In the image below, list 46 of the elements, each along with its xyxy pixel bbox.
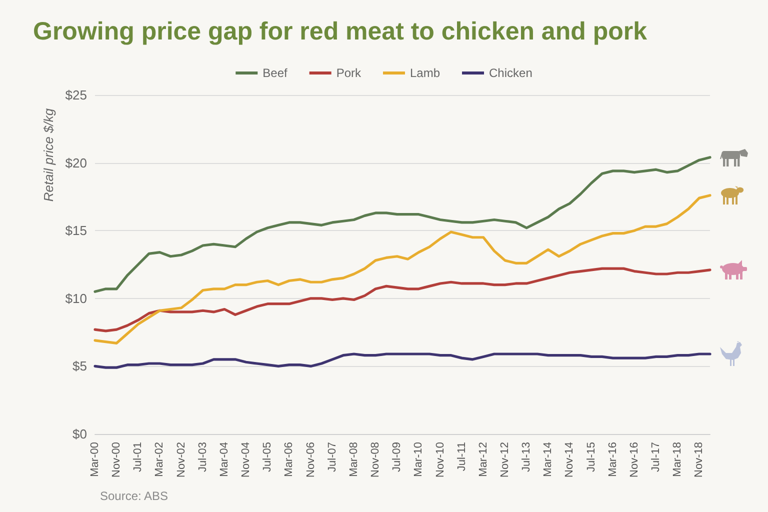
- x-tick-label: Jul-11: [456, 442, 468, 472]
- x-tick-label: Jul-07: [326, 442, 338, 472]
- x-tick-label: Mar-00: [89, 442, 101, 477]
- legend-label: Chicken: [489, 66, 532, 80]
- x-tick-label: Mar-16: [606, 442, 619, 477]
- x-tick-label: Nov-06: [304, 442, 317, 478]
- y-tick-label: $20: [65, 155, 87, 170]
- x-tick-label: Nov-08: [370, 442, 382, 478]
- x-tick-label: Mar-02: [154, 442, 166, 477]
- y-tick-label: $0: [72, 426, 87, 442]
- x-tick-label: Mar-04: [218, 442, 230, 477]
- legend-label: Lamb: [410, 66, 440, 80]
- x-tick-label: Jul-13: [520, 442, 533, 472]
- x-tick-label: Nov-16: [628, 442, 640, 478]
- y-tick-label: $15: [65, 223, 87, 238]
- x-tick-label: Mar-08: [348, 442, 360, 477]
- x-tick-label: Nov-12: [499, 442, 511, 478]
- x-tick-label: Nov-10: [434, 442, 446, 478]
- line-series: [94, 194, 712, 344]
- x-tick-label: Jul-09: [391, 442, 404, 472]
- x-tick-label: Nov-02: [175, 442, 188, 478]
- x-tick-label: Mar-10: [412, 442, 425, 477]
- x-tick-label: Jul-03: [196, 442, 209, 472]
- y-tick-label: $25: [65, 88, 87, 102]
- legend-label: Pork: [336, 66, 362, 80]
- legend-label: Beef: [262, 66, 288, 80]
- x-tick-label: Mar-12: [477, 442, 490, 477]
- x-tick-label: Jul-01: [132, 442, 144, 472]
- y-axis-title: Retail price $/kg: [41, 108, 56, 202]
- chart-title: Growing price gap for red meat to chicken and pork: [33, 18, 648, 46]
- y-tick-label: $10: [65, 290, 87, 306]
- x-tick-label: Jul-17: [650, 442, 662, 472]
- x-tick-label: Nov-14: [564, 442, 576, 478]
- x-tick-label: Jul-15: [585, 442, 598, 472]
- x-tick-label: Nov-18: [693, 442, 706, 478]
- line-series: [94, 352, 712, 369]
- x-tick-label: Mar-14: [542, 442, 554, 477]
- line-series: [94, 267, 712, 332]
- line-series: [94, 156, 712, 293]
- x-tick-label: Nov-00: [110, 442, 123, 478]
- x-tick-label: Jul-05: [262, 442, 274, 472]
- x-tick-label: Mar-06: [283, 442, 296, 477]
- x-tick-label: Nov-04: [240, 442, 252, 478]
- source-note: Source: ABS: [100, 489, 168, 503]
- x-tick-label: Mar-18: [672, 442, 684, 477]
- y-tick-label: $5: [72, 358, 87, 374]
